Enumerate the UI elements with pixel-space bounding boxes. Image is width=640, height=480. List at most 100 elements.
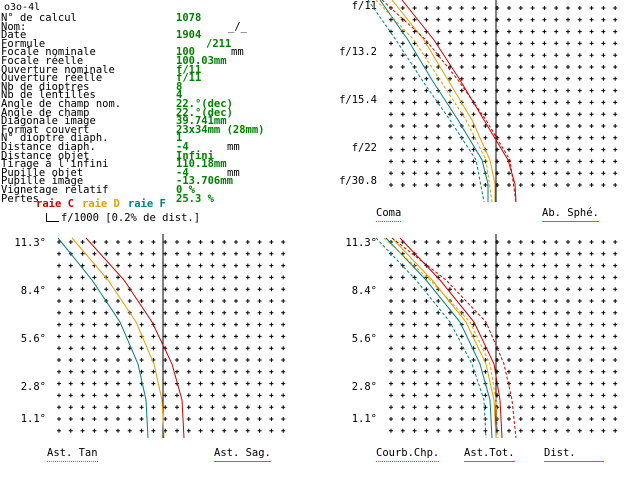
fc-grid-mark — [459, 428, 464, 433]
ast-grid-mark — [92, 405, 97, 410]
fc-grid-mark — [459, 346, 464, 351]
fc-grid-mark — [389, 405, 393, 410]
coma-grid-mark — [589, 171, 594, 176]
fc-grid-mark — [448, 287, 452, 292]
coma-grid-mark — [613, 53, 618, 58]
coma-grid-mark — [424, 171, 429, 176]
fc-grid-mark — [471, 358, 476, 362]
fc-grid-mark — [471, 417, 476, 421]
fc-grid-mark — [566, 381, 570, 386]
coma-grid-mark — [459, 147, 464, 152]
coma-grid-mark — [483, 17, 488, 22]
ast-grid-mark — [80, 417, 85, 421]
coma-grid-mark — [389, 88, 393, 93]
fc-grid-mark — [530, 346, 535, 351]
ast-grid-mark — [163, 240, 168, 244]
coma-grid-mark — [483, 6, 488, 10]
ast-grid-mark — [68, 405, 73, 410]
coma-grid-mark — [436, 135, 441, 140]
ast-grid-mark — [175, 251, 179, 256]
fc-grid-mark — [613, 417, 618, 421]
coma-grid-mark — [554, 41, 559, 46]
ast-grid-mark — [222, 263, 227, 268]
ast-grid-mark — [127, 405, 132, 410]
coma-grid-mark — [471, 171, 476, 176]
ast-grid-mark — [57, 417, 61, 421]
ast-grid-mark — [234, 251, 238, 256]
fc-grid-mark — [412, 417, 417, 421]
ast-grid-mark — [92, 251, 97, 256]
fc-grid-mark — [613, 393, 618, 398]
fc-grid-mark — [554, 334, 559, 339]
ast-grid-mark — [57, 381, 61, 386]
param-value: -4 — [176, 141, 189, 153]
ast-grid-mark — [163, 275, 168, 280]
fc-grid-mark — [518, 428, 523, 433]
coma-grid-mark — [518, 88, 523, 93]
ast-grid-mark — [116, 428, 120, 433]
fc-grid-mark — [518, 299, 523, 303]
coma-grid-mark — [448, 53, 452, 58]
field-curvature-plot: 11.3° 8.4° 5.6° 2.8° 1.1° — [345, 234, 618, 439]
coma-grid-mark — [542, 112, 547, 117]
ast-grid-mark — [116, 369, 120, 374]
fc-grid-mark — [577, 369, 582, 374]
fc-grid-mark — [518, 251, 523, 256]
coma-grid-mark — [424, 76, 429, 81]
ast-grid-mark — [222, 334, 227, 339]
ast-grid-mark — [116, 405, 120, 410]
ast-grid-mark — [80, 405, 85, 410]
ast-grid-mark — [139, 263, 144, 268]
fc-grid-mark — [436, 405, 441, 410]
ast-grid-mark — [222, 275, 227, 280]
param-row: Diagonale image 39.741mm — [0, 116, 300, 127]
ast-grid-mark — [222, 251, 227, 256]
coma-grid-mark — [518, 29, 523, 34]
fc-grid-mark — [507, 405, 511, 410]
coma-grid-mark — [412, 159, 417, 164]
coma-grid-mark — [601, 183, 606, 187]
fc-grid-mark — [400, 417, 405, 421]
ast-grid-mark — [80, 346, 85, 351]
ast-grid-mark — [210, 334, 215, 339]
coma-grid-mark — [542, 88, 547, 93]
fc-tick-label: 8.4° — [352, 285, 377, 297]
coma-grid-mark — [424, 88, 429, 93]
coma-grid-mark — [448, 88, 452, 93]
ast-grid-mark — [186, 322, 191, 327]
param-row: Format couvert 23x34mm (28mm) — [0, 123, 300, 136]
coma-grid-mark — [518, 135, 523, 140]
coma-grid-mark — [389, 124, 393, 128]
param-label: Distance diaph. — [1, 141, 96, 153]
ast-grid-mark — [186, 334, 191, 339]
ast-grid-mark — [175, 358, 179, 362]
fc-grid-mark — [577, 381, 582, 386]
fc-grid-mark — [601, 381, 606, 386]
ast-grid-mark — [127, 369, 132, 374]
coma-grid-mark — [424, 147, 429, 152]
fc-grid-mark — [566, 251, 570, 256]
coma-grid-mark — [448, 147, 452, 152]
coma-tick-label: f/22 — [352, 142, 377, 154]
ast-grid-mark — [222, 393, 227, 398]
fc-grid-mark — [448, 428, 452, 433]
fc-grid-mark — [589, 299, 594, 303]
fc-grid-mark — [483, 310, 488, 315]
param-value: 100 — [176, 46, 195, 59]
fc-grid-mark — [554, 346, 559, 351]
fc-grid-mark — [554, 287, 559, 292]
coma-grid-mark — [577, 159, 582, 164]
ast-grid-mark — [281, 358, 286, 362]
ast-grid-mark — [92, 346, 97, 351]
coma-grid-mark — [389, 17, 393, 22]
param-label: Format couvert — [1, 123, 90, 136]
fc-grid-mark — [518, 381, 523, 386]
ast-grid-mark — [104, 287, 109, 292]
ast-grid-mark — [151, 405, 156, 410]
coma-grid-mark — [530, 147, 535, 152]
fc-grid-mark — [483, 322, 488, 327]
ast-grid-mark — [92, 393, 97, 398]
fc-grid-mark — [507, 322, 511, 327]
fc-grid-mark — [436, 310, 441, 315]
ast-grid-mark — [234, 287, 238, 292]
